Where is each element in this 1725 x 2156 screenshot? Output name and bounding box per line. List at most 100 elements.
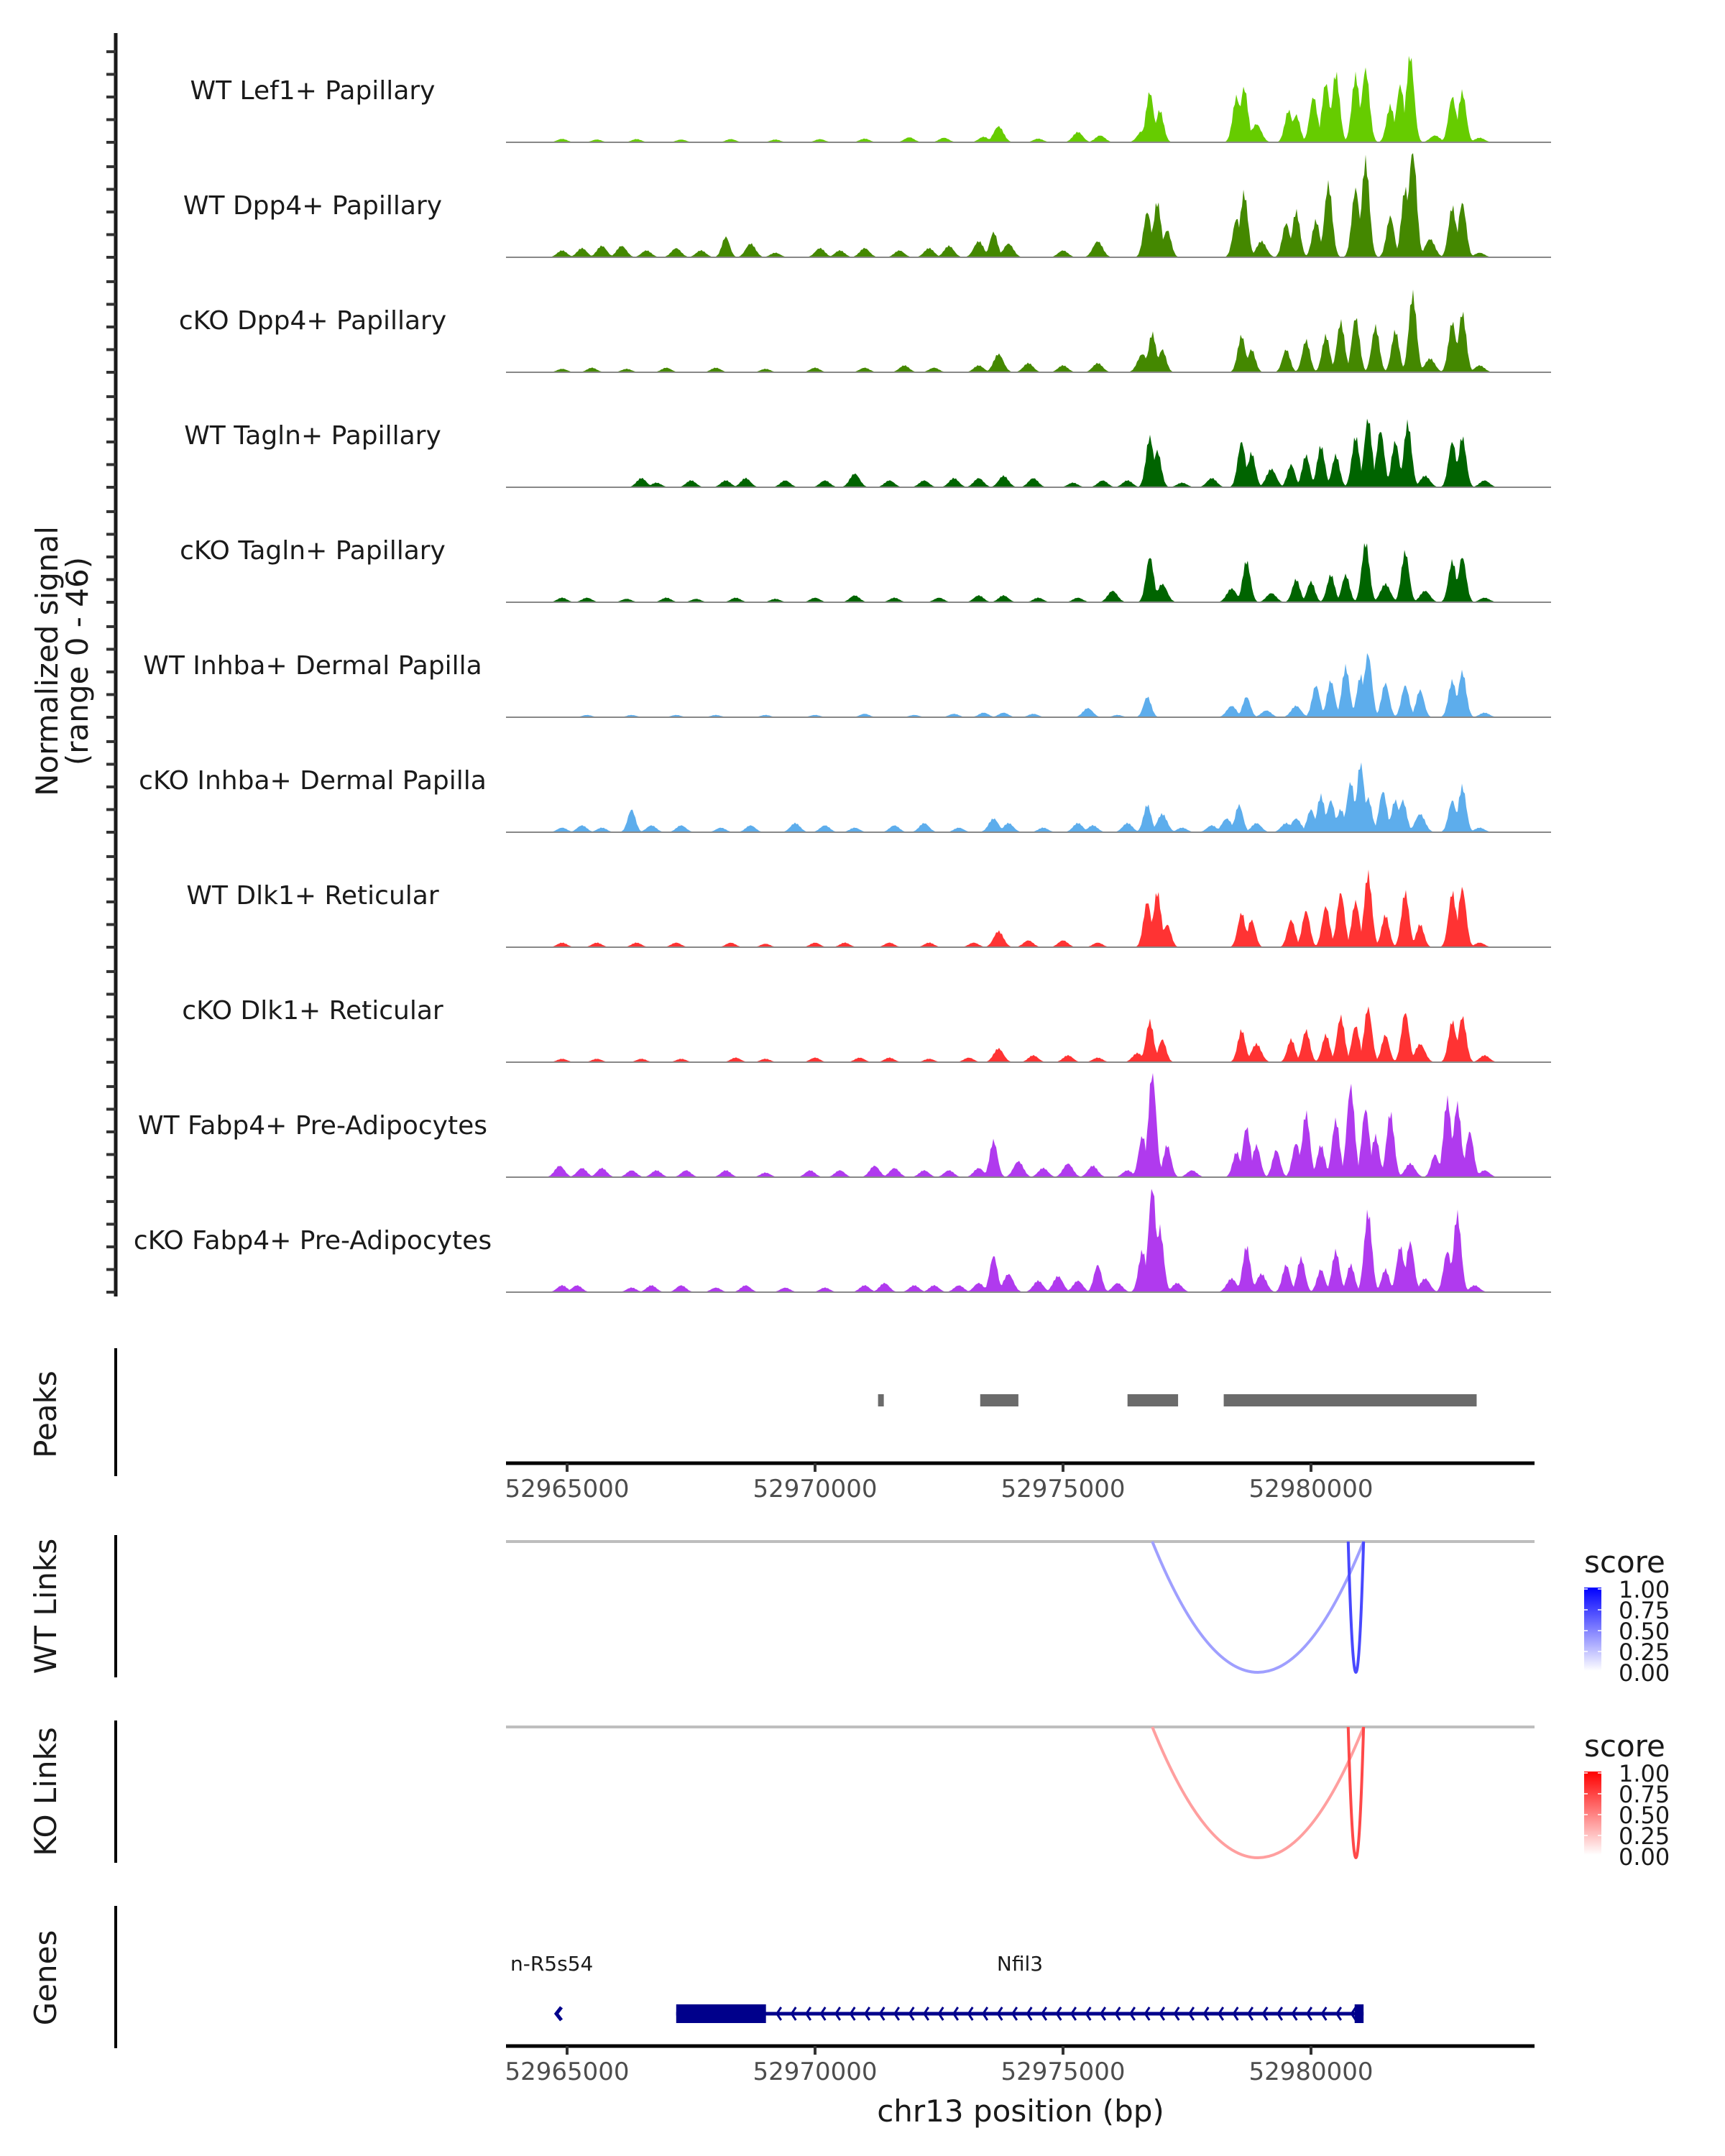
strand-arrow (1217, 2007, 1225, 2021)
strand-arrow (937, 2007, 944, 2021)
strand-arrow (863, 2007, 871, 2021)
coverage-track: cKO Inhba+ Dermal Papilla (139, 762, 1551, 833)
strand-arrow (1261, 2007, 1269, 2021)
track-label: WT Tagln+ Papillary (184, 421, 441, 451)
track-label: WT Inhba+ Dermal Papilla (143, 651, 482, 681)
coverage-track: WT Tagln+ Papillary (184, 418, 1551, 488)
strand-arrow (1040, 2007, 1048, 2021)
strand-arrow (553, 2006, 564, 2022)
gene-label: n-R5s54 (510, 1952, 593, 1976)
x-axis-title: chr13 position (bp) (877, 2093, 1164, 2129)
signal-area (506, 543, 1535, 602)
track-label: cKO Tagln+ Papillary (180, 536, 446, 566)
y-axis-title-line1: Normalized signal (29, 526, 65, 796)
ko-score-legend: score 1.000.750.500.250.00 (1584, 1728, 1670, 1871)
gene-exon (676, 2004, 766, 2023)
strand-arrow (878, 2007, 886, 2021)
strand-arrow (1026, 2007, 1033, 2021)
peaks-track-label: Peaks (28, 1370, 63, 1458)
coverage-track: WT Fabp4+ Pre-Adipocytes (138, 1073, 1551, 1178)
strand-arrow (1246, 2007, 1254, 2021)
coverage-track: cKO Tagln+ Papillary (180, 536, 1551, 603)
link-arc (1151, 1726, 1365, 1859)
ko-legend-colorbar (1584, 1772, 1601, 1855)
signal-area (506, 1073, 1535, 1177)
wt-legend-title: score (1584, 1544, 1665, 1580)
strand-arrow (1187, 2007, 1195, 2021)
peaks-track (878, 1394, 1477, 1406)
x-tick-label: 52965000 (505, 2058, 629, 2086)
track-label: WT Fabp4+ Pre-Adipocytes (138, 1111, 487, 1141)
wt-legend-colorbar (1584, 1588, 1601, 1671)
track-label: cKO Dpp4+ Papillary (179, 306, 446, 336)
strand-arrow (1202, 2007, 1210, 2021)
strand-arrow (1320, 2007, 1328, 2021)
legend-tick-label: 1.00 (1619, 1760, 1670, 1787)
legend-tick-label: 0.50 (1619, 1618, 1670, 1645)
strand-arrow (849, 2007, 856, 2021)
strand-arrow (1085, 2007, 1092, 2021)
coverage-track: WT Dlk1+ Reticular (186, 869, 1551, 948)
strand-arrow (834, 2007, 842, 2021)
strand-arrow (1055, 2007, 1062, 2021)
strand-arrow (1291, 2007, 1298, 2021)
ko-legend-title: score (1584, 1728, 1665, 1764)
strand-arrow (1232, 2007, 1239, 2021)
peak-region (980, 1394, 1018, 1406)
strand-arrow (1099, 2007, 1107, 2021)
strand-arrow (1070, 2007, 1077, 2021)
legend-tick-label: 1.00 (1619, 1576, 1670, 1603)
wt-links-track (506, 1540, 1535, 1674)
track-label: WT Lef1+ Papillary (190, 76, 436, 106)
signal-area (506, 762, 1535, 832)
track-label: cKO Inhba+ Dermal Papilla (139, 766, 487, 796)
strand-arrow (775, 2007, 783, 2021)
coverage-track: WT Inhba+ Dermal Papilla (143, 651, 1551, 718)
strand-arrow (1128, 2007, 1136, 2021)
gene-model: n-R5s54 (510, 1952, 593, 2022)
strand-arrow (1276, 2007, 1284, 2021)
strand-arrow (967, 2007, 974, 2021)
x-axis-peaks: 52965000 52970000 52975000 52980000 (505, 1461, 1535, 1503)
signal-area (506, 1189, 1535, 1292)
link-arc (1346, 1541, 1366, 1674)
signal-area (506, 869, 1535, 947)
coverage-track: WT Lef1+ Papillary (190, 55, 1551, 143)
coverage-y-ticks (106, 50, 116, 1294)
link-arc (1151, 1541, 1365, 1674)
strand-arrow (952, 2007, 960, 2021)
strand-arrow (790, 2007, 797, 2021)
wt-links-label: WT Links (28, 1539, 63, 1674)
strand-arrow (1350, 2007, 1357, 2021)
strand-arrow (1335, 2007, 1343, 2021)
track-label: WT Dpp4+ Papillary (183, 191, 442, 221)
track-label: cKO Dlk1+ Reticular (182, 996, 443, 1026)
x-tick-label: 52980000 (1248, 2058, 1373, 2086)
x-axis-genes: 52965000 52970000 52975000 52980000 (505, 2044, 1535, 2086)
x-tick-label: 52980000 (1248, 1475, 1373, 1503)
strand-arrow (1173, 2007, 1180, 2021)
x-tick-label: 52970000 (753, 2058, 877, 2086)
signal-area (506, 418, 1535, 487)
y-axis-title-line2: (range 0 - 46) (60, 557, 95, 765)
coverage-tracks: WT Lef1+ Papillary WT Dpp4+ Papillary cKO … (134, 55, 1551, 1293)
coverage-track: cKO Dpp4+ Papillary (179, 289, 1551, 373)
legend-tick-label: 0.25 (1619, 1823, 1670, 1850)
track-label: cKO Fabp4+ Pre-Adipocytes (134, 1226, 492, 1256)
signal-area (506, 1006, 1535, 1062)
x-tick-label: 52965000 (505, 1475, 629, 1503)
x-tick-label: 52975000 (1000, 2058, 1125, 2086)
legend-tick-label: 0.75 (1619, 1781, 1670, 1808)
legend-tick-label: 0.75 (1619, 1597, 1670, 1624)
signal-area (506, 55, 1535, 142)
legend-tick-label: 0.50 (1619, 1802, 1670, 1829)
peak-region (1223, 1394, 1477, 1406)
peak-region (1127, 1394, 1179, 1406)
x-tick-label: 52975000 (1000, 1475, 1125, 1503)
coverage-track: WT Dpp4+ Papillary (183, 153, 1551, 258)
ko-links-label: KO Links (28, 1727, 63, 1856)
coverage-track: cKO Fabp4+ Pre-Adipocytes (134, 1189, 1551, 1293)
strand-arrow (819, 2007, 827, 2021)
strand-arrow (893, 2007, 901, 2021)
